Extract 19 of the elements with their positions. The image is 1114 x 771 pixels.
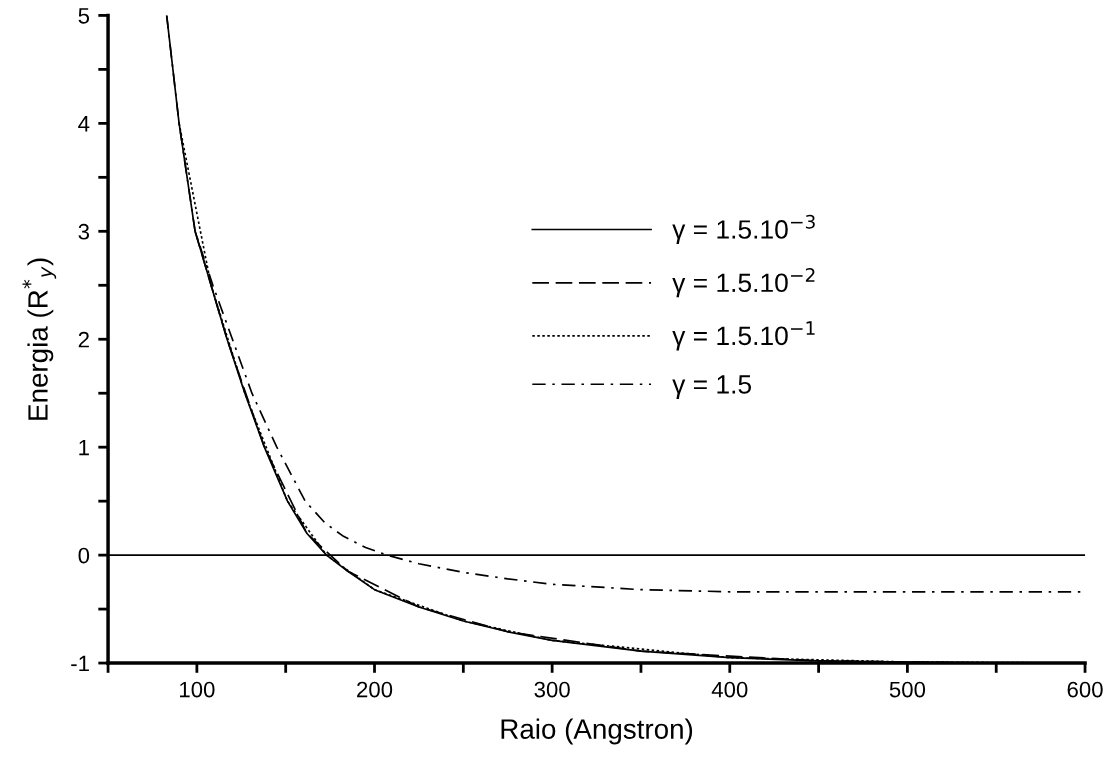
x-axis-title: Raio (Angstron) bbox=[501, 718, 693, 745]
y-tick-label: 0 bbox=[78, 547, 90, 564]
y-tick-label: 1 bbox=[79, 439, 89, 456]
x-tick-label: 500 bbox=[889, 681, 926, 698]
legend-label: γ = 1.5 bbox=[672, 375, 752, 399]
x-tick-label: 100 bbox=[180, 681, 215, 698]
y-tick-label: 2 bbox=[78, 331, 89, 348]
legend-label: γ = 1.5.10$^{−1}$ bbox=[672, 321, 815, 351]
y-axis-title: Energia (R$^{*}$$_{y}$) bbox=[22, 258, 57, 420]
y-tick-label: 3 bbox=[78, 223, 90, 240]
legend-label: γ = 1.5.10$^{−2}$ bbox=[672, 268, 815, 298]
x-tick-label: 400 bbox=[711, 681, 748, 698]
legend-label: γ = 1.5.10$^{−3}$ bbox=[672, 214, 815, 245]
y-tick-label: 5 bbox=[78, 8, 90, 24]
x-tick-label: 200 bbox=[357, 681, 393, 698]
y-tick-label: 4 bbox=[78, 116, 90, 132]
x-tick-label: 300 bbox=[534, 681, 570, 698]
x-tick-label: 600 bbox=[1067, 681, 1103, 698]
y-tick-label: -1 bbox=[71, 655, 89, 672]
